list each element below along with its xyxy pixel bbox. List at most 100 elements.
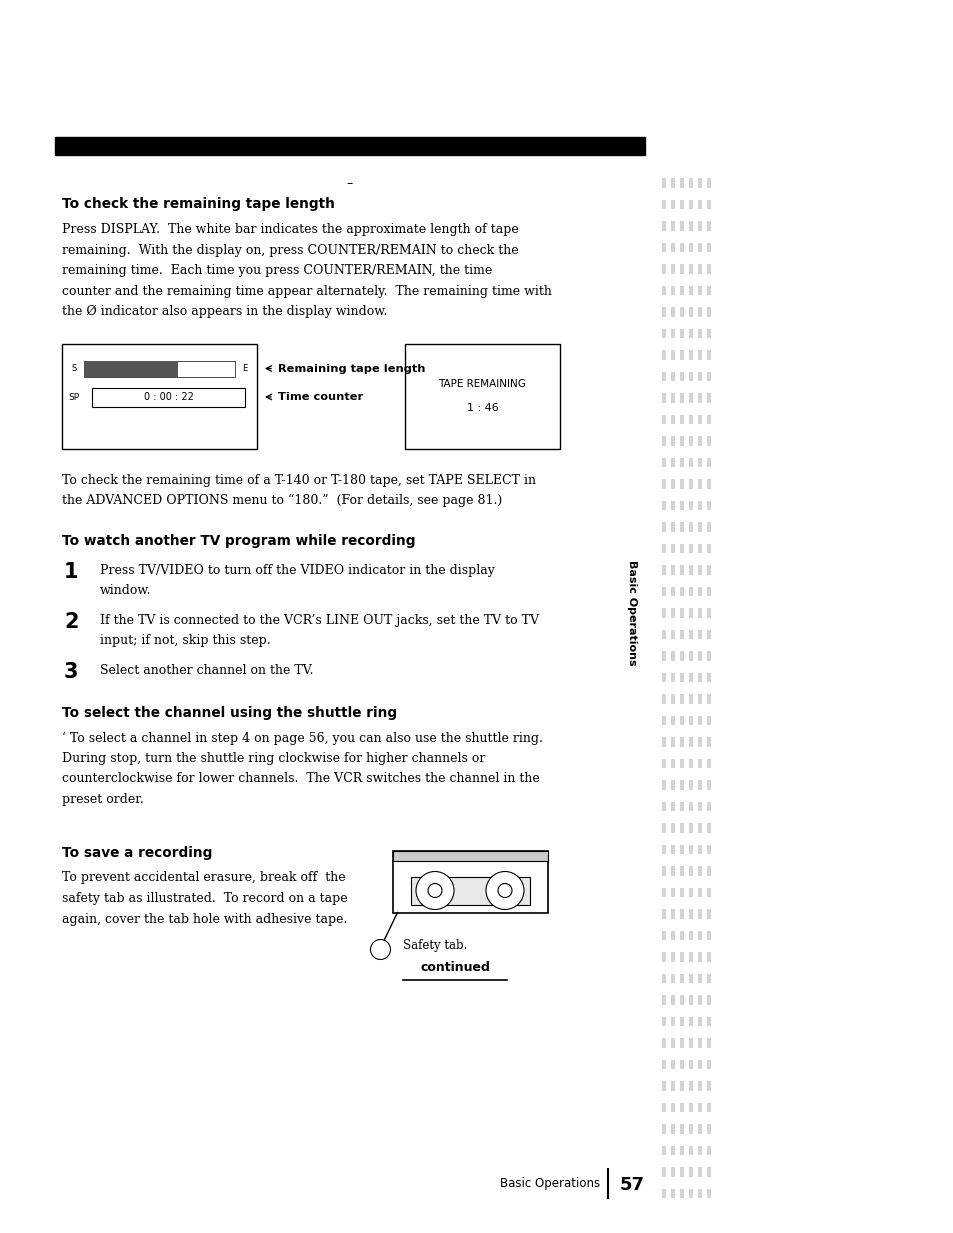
Bar	[706, 715, 710, 725]
Bar	[679, 307, 683, 317]
Bar	[679, 478, 683, 488]
Text: Press TV/VIDEO to turn off the VIDEO indicator in the display: Press TV/VIDEO to turn off the VIDEO ind…	[100, 563, 495, 577]
Bar	[661, 436, 665, 445]
Bar	[661, 565, 665, 575]
Bar	[670, 457, 674, 467]
Text: 1: 1	[64, 561, 78, 582]
Bar	[670, 371, 674, 381]
Bar	[688, 952, 692, 962]
Bar	[706, 371, 710, 381]
Bar	[679, 694, 683, 704]
Bar	[688, 565, 692, 575]
Bar	[706, 845, 710, 854]
Bar	[698, 630, 701, 639]
Bar	[661, 1166, 665, 1176]
Bar	[679, 328, 683, 338]
Bar	[670, 436, 674, 445]
Text: ‘ To select a channel in step 4 on page 56, you can also use the shuttle ring.: ‘ To select a channel in step 4 on page …	[62, 731, 542, 745]
Bar	[698, 780, 701, 789]
Bar	[670, 822, 674, 832]
Bar	[706, 1081, 710, 1090]
Bar	[670, 974, 674, 983]
Bar	[670, 1059, 674, 1069]
Bar	[661, 694, 665, 704]
Bar	[698, 1081, 701, 1090]
Bar	[670, 393, 674, 402]
Bar	[679, 737, 683, 746]
Bar	[670, 478, 674, 488]
Bar	[661, 801, 665, 811]
Bar	[698, 478, 701, 488]
Bar	[661, 888, 665, 896]
Bar	[670, 931, 674, 940]
Bar	[670, 522, 674, 531]
Bar	[688, 672, 692, 682]
Bar	[661, 328, 665, 338]
Bar	[661, 1016, 665, 1026]
Text: input; if not, skip this step.: input; if not, skip this step.	[100, 634, 271, 647]
Bar	[706, 393, 710, 402]
Bar	[688, 974, 692, 983]
Bar	[698, 200, 701, 210]
Bar	[698, 737, 701, 746]
Bar	[706, 328, 710, 338]
Bar	[698, 931, 701, 940]
Bar	[706, 286, 710, 295]
Bar	[679, 243, 683, 252]
Bar	[706, 801, 710, 811]
Bar	[698, 371, 701, 381]
Bar	[698, 328, 701, 338]
Bar	[661, 672, 665, 682]
Bar	[688, 909, 692, 919]
Bar	[670, 1081, 674, 1090]
Text: To watch another TV program while recording: To watch another TV program while record…	[62, 534, 416, 547]
Bar	[706, 651, 710, 661]
Bar	[661, 1102, 665, 1112]
Bar	[688, 221, 692, 231]
Bar	[698, 221, 701, 231]
Bar	[661, 501, 665, 510]
Bar	[698, 1189, 701, 1198]
Text: continued: continued	[419, 961, 490, 974]
Bar	[679, 587, 683, 596]
Bar	[688, 931, 692, 940]
Bar	[698, 866, 701, 875]
Bar	[679, 780, 683, 789]
Bar	[661, 350, 665, 360]
Bar	[661, 478, 665, 488]
Bar	[688, 286, 692, 295]
Bar	[670, 909, 674, 919]
Text: 2: 2	[64, 612, 78, 631]
Bar	[670, 286, 674, 295]
Bar	[698, 243, 701, 252]
Bar	[688, 264, 692, 274]
Text: Select another channel on the TV.: Select another channel on the TV.	[100, 663, 314, 677]
Bar	[706, 457, 710, 467]
Bar	[661, 371, 665, 381]
Bar	[706, 565, 710, 575]
Bar	[688, 822, 692, 832]
Bar	[661, 1059, 665, 1069]
Bar	[392, 851, 547, 912]
Bar	[706, 522, 710, 531]
Bar	[706, 1166, 710, 1176]
Bar	[670, 780, 674, 789]
Bar	[679, 1145, 683, 1155]
Bar	[670, 328, 674, 338]
Bar	[670, 200, 674, 210]
Bar	[688, 350, 692, 360]
Bar	[679, 651, 683, 661]
Bar	[670, 737, 674, 746]
Bar	[706, 478, 710, 488]
Bar	[670, 1166, 674, 1176]
Bar	[661, 822, 665, 832]
Bar	[405, 344, 559, 449]
Bar	[679, 1059, 683, 1069]
Text: Basic Operations: Basic Operations	[626, 560, 637, 666]
Bar	[661, 630, 665, 639]
Bar	[661, 1081, 665, 1090]
Bar	[679, 1166, 683, 1176]
Bar	[706, 264, 710, 274]
Bar	[661, 457, 665, 467]
Bar	[688, 200, 692, 210]
